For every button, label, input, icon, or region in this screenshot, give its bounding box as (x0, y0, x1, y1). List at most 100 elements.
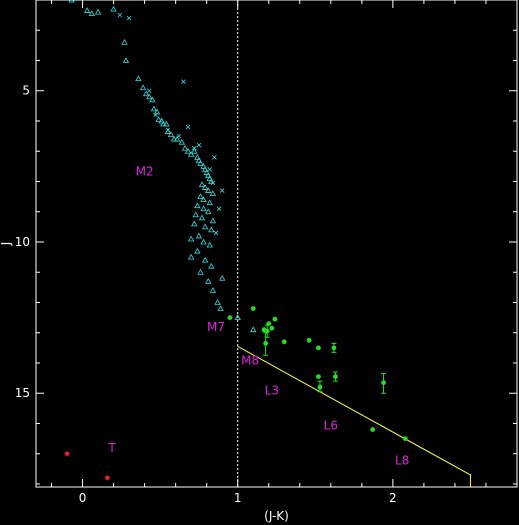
data-point-cross (219, 188, 225, 193)
data-point-triangle (201, 223, 209, 230)
data-point-triangle (167, 131, 175, 138)
data-point-triangle (174, 135, 181, 142)
data-point-triangle (194, 247, 201, 254)
data-point-cross (216, 206, 222, 211)
data-point-triangle (84, 7, 91, 13)
plot-area: M2 M7 M8 L3 L6 L8 T (64, 0, 471, 487)
data-point-dwarf (315, 345, 321, 351)
x-tick-label: 1 (234, 491, 242, 505)
data-point-cross (117, 12, 123, 18)
data-point-triangle (88, 10, 96, 17)
data-point-dwarf (370, 427, 376, 432)
data-point-triangle (205, 172, 212, 178)
data-point-cross (196, 142, 202, 148)
data-point-cross (212, 155, 217, 160)
data-point-cross (126, 15, 132, 21)
data-point-triangle (187, 150, 195, 157)
data-point-triangle (208, 262, 215, 269)
data-point-triangle (198, 181, 206, 187)
data-point-triangle (209, 190, 217, 196)
data-point-triangle (110, 5, 117, 12)
x-axis-label: (J-K) (264, 509, 289, 523)
spectral-type-label: M2 (136, 164, 154, 178)
data-point-triangle (135, 75, 142, 82)
data-point-triangle (197, 268, 204, 275)
spectral-type-label: L3 (265, 384, 279, 398)
data-point-triangle (197, 193, 204, 200)
data-point-triangle (208, 226, 215, 233)
data-point-triangle (250, 326, 257, 333)
data-point-triangle (121, 39, 128, 45)
data-point-triangle (149, 96, 156, 103)
data-point-dwarf (281, 339, 287, 345)
spectral-type-label: M8 (241, 353, 259, 367)
data-point-triangle (181, 144, 189, 151)
data-point-triangle (192, 211, 199, 218)
error-bar (332, 371, 338, 382)
data-point-triangle (163, 120, 170, 127)
data-point-triangle (139, 84, 147, 91)
data-point-triangle (194, 202, 201, 209)
data-point-triangle (234, 314, 241, 321)
data-point-triangle (206, 241, 213, 248)
data-point-triangle (160, 120, 167, 127)
data-point-dwarf (315, 374, 321, 379)
data-point-triangle (146, 93, 153, 100)
data-point-dwarf (269, 325, 275, 331)
data-point-triangle (94, 8, 102, 15)
data-point-triangle (205, 187, 212, 193)
data-point-triangle (200, 238, 207, 245)
data-point-cross (191, 145, 197, 151)
relation-line (237, 345, 471, 487)
data-point-t-dwarf (104, 475, 110, 481)
data-point-triangle (205, 208, 212, 215)
error-bar (264, 324, 270, 338)
data-point-cross (146, 88, 152, 94)
data-point-dwarf (402, 436, 408, 442)
data-point-triangle (206, 175, 213, 181)
data-point-triangle (68, 0, 75, 3)
data-point-triangle (217, 305, 224, 311)
error-bar (317, 380, 323, 393)
data-point-triangle (219, 274, 226, 281)
data-point-cross (213, 230, 219, 236)
data-point-triangle (155, 116, 162, 122)
data-point-triangle (195, 232, 203, 239)
data-point-triangle (214, 299, 221, 305)
data-point-cross (153, 112, 158, 118)
data-point-triangle (158, 117, 165, 124)
data-point-triangle (200, 196, 207, 203)
data-point-triangle (184, 147, 192, 154)
data-point-triangle (142, 90, 150, 97)
data-point-triangle (198, 214, 206, 221)
y-tick-label: 15 (15, 386, 30, 400)
axis-ticks: 0 1 2 5 10 15 (15, 0, 517, 505)
data-point-triangle (206, 199, 213, 206)
data-point-cross (210, 180, 216, 186)
data-point-triangle (201, 166, 209, 172)
data-point-triangle (197, 160, 204, 166)
data-point-triangle (187, 235, 195, 242)
data-point-triangle (205, 277, 212, 284)
spectral-type-label: T (107, 441, 116, 455)
data-point-triangle (203, 169, 210, 175)
data-point-triangle (209, 287, 217, 293)
data-point-t-dwarf (64, 451, 70, 457)
data-point-dwarf (306, 337, 312, 343)
data-point-dwarf (272, 316, 278, 322)
data-point-triangle (201, 184, 209, 190)
data-point-triangle (187, 253, 195, 260)
data-point-triangle (200, 205, 207, 212)
spectral-type-label: M7 (207, 320, 225, 334)
plot-frame (35, 0, 518, 488)
data-point-triangle (195, 156, 203, 163)
y-tick-label: 5 (22, 84, 30, 98)
y-tick-label: 10 (15, 235, 30, 249)
data-point-cross (185, 124, 191, 130)
data-point-triangle (178, 138, 186, 145)
data-point-cross (181, 79, 186, 84)
spectral-type-label: L8 (395, 453, 409, 467)
data-point-cross (207, 167, 213, 172)
data-point-triangle (194, 153, 201, 160)
